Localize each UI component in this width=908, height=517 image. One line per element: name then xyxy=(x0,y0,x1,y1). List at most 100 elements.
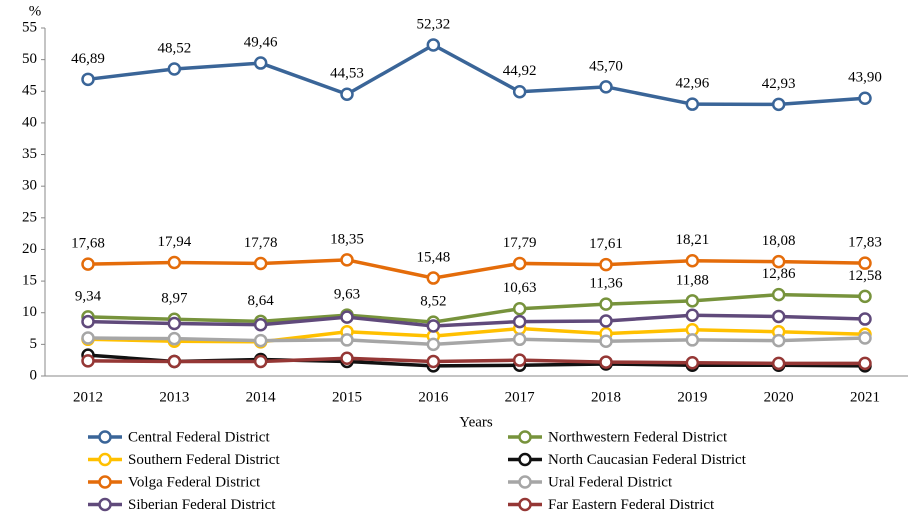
y-tick-label: 35 xyxy=(22,146,37,162)
legend-marker xyxy=(518,452,532,467)
point xyxy=(167,62,182,76)
data-label: 48,52 xyxy=(157,40,191,56)
point xyxy=(685,355,700,370)
point xyxy=(512,256,527,271)
point xyxy=(685,308,700,323)
point xyxy=(167,316,182,331)
data-label: 11,88 xyxy=(676,272,709,288)
data-label: 17,79 xyxy=(503,235,537,251)
point xyxy=(253,56,268,70)
data-label: 12,86 xyxy=(762,266,796,282)
legend-marker xyxy=(98,497,112,512)
legend-marker xyxy=(518,430,532,444)
x-tick-label: 2020 xyxy=(764,389,794,405)
series-line xyxy=(87,326,866,344)
point xyxy=(167,255,182,270)
data-label: 17,68 xyxy=(71,236,105,252)
legend-marker xyxy=(518,497,532,512)
data-label: 15,48 xyxy=(416,249,450,265)
x-tick-label: 2014 xyxy=(246,389,277,405)
data-label: 44,92 xyxy=(503,63,537,79)
point xyxy=(858,356,872,371)
point xyxy=(599,297,613,311)
data-label: 8,64 xyxy=(248,293,275,309)
point xyxy=(599,334,613,348)
data-label: 12,58 xyxy=(848,268,882,284)
legend-label: Volga Federal District xyxy=(128,474,261,490)
data-label: 10,63 xyxy=(503,280,537,296)
point xyxy=(340,253,354,267)
y-tick-label: 0 xyxy=(30,367,38,383)
data-label: 44,53 xyxy=(330,66,364,82)
data-label: 42,93 xyxy=(762,76,796,92)
data-label: 9,34 xyxy=(75,288,102,304)
legend-marker xyxy=(98,430,112,444)
point xyxy=(685,97,700,111)
legend-marker xyxy=(98,452,112,467)
y-tick-label: 30 xyxy=(22,178,37,194)
point xyxy=(858,91,872,105)
point xyxy=(685,254,700,268)
legend-label: Central Federal District xyxy=(128,429,270,445)
point xyxy=(512,314,527,329)
data-label: 17,94 xyxy=(157,234,191,250)
y-tick-label: 45 xyxy=(22,83,37,99)
data-label: 17,61 xyxy=(589,236,623,252)
point xyxy=(512,332,527,347)
point xyxy=(426,319,441,333)
point xyxy=(512,301,527,316)
y-tick-label: 55 xyxy=(22,19,37,35)
data-label: 49,46 xyxy=(244,34,278,50)
data-label: 52,32 xyxy=(416,16,450,32)
data-label: 45,70 xyxy=(589,58,623,74)
point xyxy=(771,254,786,269)
x-tick-label: 2019 xyxy=(677,389,707,405)
legend-label: Northwestern Federal District xyxy=(548,429,728,445)
point xyxy=(858,312,872,326)
y-tick-label: 20 xyxy=(22,241,37,257)
x-tick-label: 2012 xyxy=(73,389,103,405)
point xyxy=(599,355,613,369)
legend-marker xyxy=(98,475,112,489)
point xyxy=(426,38,441,52)
data-label: 8,52 xyxy=(420,294,446,310)
series-line xyxy=(87,336,866,347)
data-label: 17,83 xyxy=(848,235,882,251)
point xyxy=(512,85,527,99)
point xyxy=(340,333,354,347)
y-axis-label: % xyxy=(29,3,42,19)
y-tick-label: 25 xyxy=(22,209,37,225)
point xyxy=(771,356,786,371)
x-axis-label: Years xyxy=(459,414,493,430)
data-label: 43,90 xyxy=(848,70,882,86)
x-tick-label: 2013 xyxy=(159,389,189,405)
data-label: 9,63 xyxy=(334,287,360,303)
point xyxy=(81,257,95,271)
x-tick-label: 2018 xyxy=(591,389,621,405)
x-tick-label: 2016 xyxy=(418,389,449,405)
y-tick-label: 10 xyxy=(22,304,37,320)
y-tick-label: 40 xyxy=(22,114,37,130)
data-label: 17,78 xyxy=(244,235,278,251)
point xyxy=(599,314,613,328)
legend-label: Far Eastern Federal District xyxy=(548,497,715,513)
data-label: 42,96 xyxy=(675,76,709,92)
point xyxy=(81,314,95,329)
point xyxy=(599,80,613,94)
series-line xyxy=(87,356,865,366)
point xyxy=(426,271,441,285)
legend-label: Ural Federal District xyxy=(548,474,673,490)
point xyxy=(771,97,786,112)
point xyxy=(81,331,95,345)
data-label: 18,21 xyxy=(675,232,709,248)
series-line xyxy=(87,258,866,280)
point xyxy=(81,72,95,87)
data-label: 8,97 xyxy=(161,291,188,307)
point xyxy=(771,287,786,302)
point xyxy=(253,317,268,332)
series-line xyxy=(87,313,866,328)
x-tick-label: 2017 xyxy=(505,389,536,405)
point xyxy=(81,354,95,368)
legend-marker xyxy=(518,475,532,489)
